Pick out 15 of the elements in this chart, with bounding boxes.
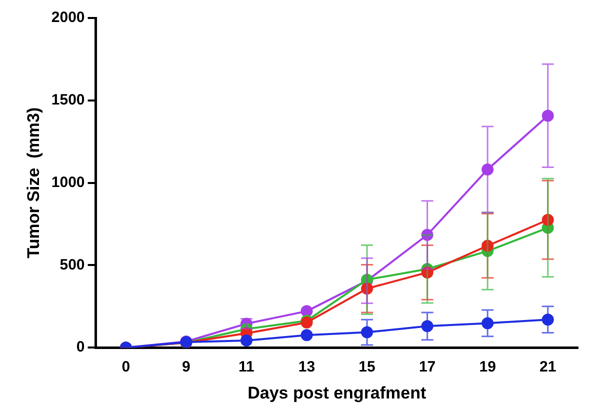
x-tick-label: 17: [418, 358, 436, 376]
y-tick-label: 2000: [51, 9, 85, 26]
y-tick-label: 1500: [51, 92, 85, 109]
y-axis-title: Tumor Size (mm3): [24, 107, 43, 258]
x-tick-label: 9: [182, 358, 190, 376]
x-axis-title: Days post engrafment: [248, 383, 426, 402]
x-tick-label: 15: [358, 358, 376, 376]
y-tick-label: 0: [76, 338, 85, 356]
y-tick-label: 1000: [51, 174, 85, 191]
x-tick-label: 0: [122, 358, 130, 376]
y-tick-label: 500: [60, 256, 85, 274]
x-tick-label: 21: [540, 358, 556, 376]
x-tick-label: 11: [238, 358, 254, 376]
x-tick-label: 19: [479, 358, 496, 376]
x-tick-label: 13: [298, 358, 316, 376]
